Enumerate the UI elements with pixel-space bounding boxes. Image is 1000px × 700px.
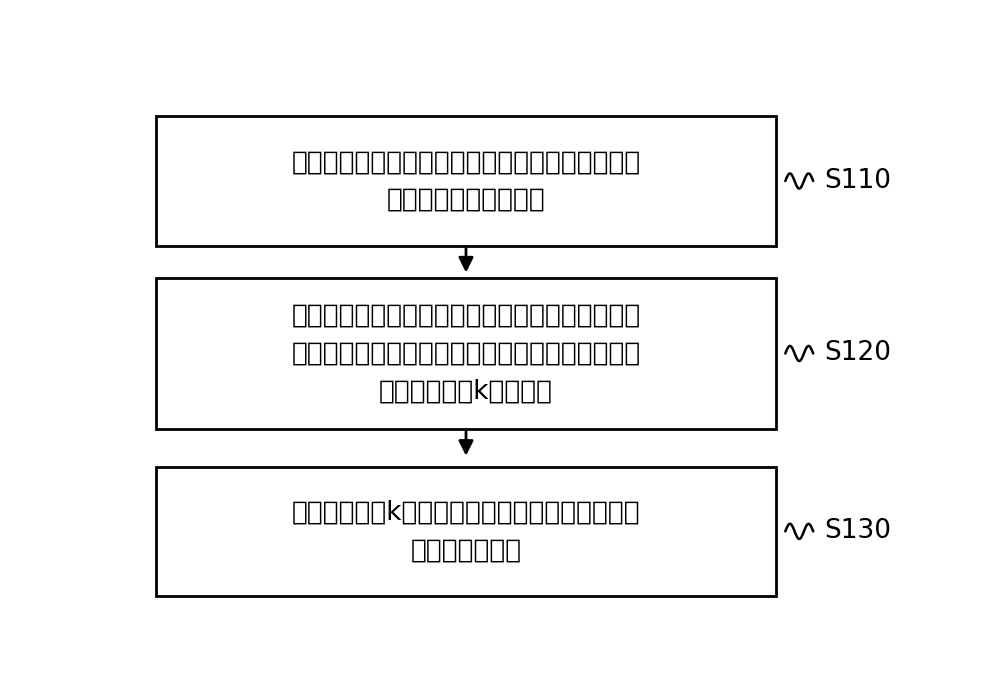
FancyBboxPatch shape <box>156 116 776 246</box>
Text: 校正磁共振图像: 校正磁共振图像 <box>410 537 522 564</box>
FancyBboxPatch shape <box>156 467 776 596</box>
FancyBboxPatch shape <box>156 278 776 429</box>
Text: S110: S110 <box>824 168 891 194</box>
Text: 型，生成初始校正数据: 型，生成初始校正数据 <box>387 187 545 213</box>
Text: 生成目标校正k空间数据: 生成目标校正k空间数据 <box>379 378 553 404</box>
Text: 生成加权结果，并对两个加权结果进行融合处理，: 生成加权结果，并对两个加权结果进行融合处理， <box>291 340 641 367</box>
Text: 重建目标校正k空间数据，生成伪影校正后的目标: 重建目标校正k空间数据，生成伪影校正后的目标 <box>292 500 640 526</box>
Text: S130: S130 <box>824 519 891 545</box>
Text: 获取待校正数据，并将待校正数据输入伪影校正模: 获取待校正数据，并将待校正数据输入伪影校正模 <box>291 149 641 175</box>
Text: S120: S120 <box>824 340 891 367</box>
Text: 分别对待校正数据和初始校正数据进行加权处理，: 分别对待校正数据和初始校正数据进行加权处理， <box>291 303 641 329</box>
